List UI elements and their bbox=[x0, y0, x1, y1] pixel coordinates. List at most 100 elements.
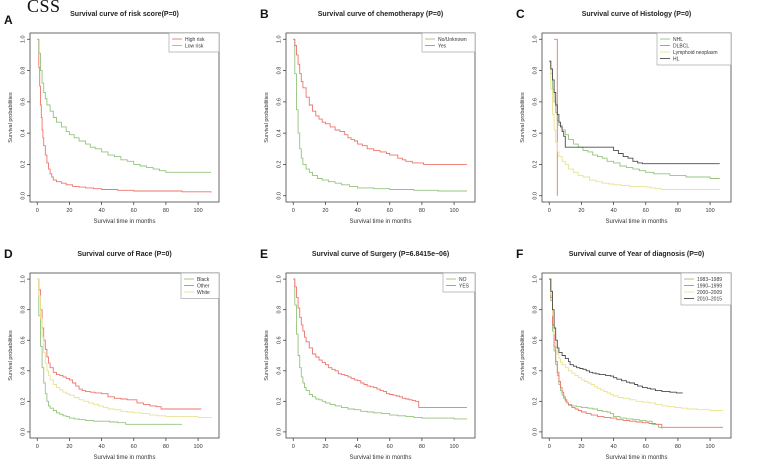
survival-curve-other bbox=[37, 278, 202, 410]
y-tick-label: 0.2 bbox=[277, 398, 283, 406]
legend-label: Black bbox=[197, 277, 210, 283]
y-tick-label: 0.4 bbox=[533, 367, 539, 375]
survival-chart-e: 0 20 40 60 80 100 0.0 0.2 0.4 0.6 0.8 1.0 Survival t… bbox=[256, 240, 512, 476]
y-axis-label: Survival probabilities bbox=[520, 330, 526, 381]
plot-box bbox=[29, 32, 220, 203]
panel-d-race: D Survival curve of Race (P=0) 0 20 40 60 80… bbox=[0, 240, 256, 476]
survival-curve-2000-2009 bbox=[549, 278, 723, 411]
legend-box bbox=[168, 32, 220, 53]
y-axis-label: Survival probabilities bbox=[520, 92, 526, 143]
legend-label: YES bbox=[459, 283, 470, 289]
y-tick-label: 0.2 bbox=[277, 161, 283, 169]
y-tick-label: 0.6 bbox=[277, 98, 283, 106]
x-tick-label: 60 bbox=[131, 444, 137, 450]
y-tick-label: 0.6 bbox=[21, 98, 27, 106]
plot-box bbox=[541, 32, 732, 203]
panel-a-risk-score: A Survival curve of risk score(P=0) 0 20 4… bbox=[0, 0, 256, 240]
panel-letter-c: C bbox=[516, 7, 525, 21]
legend-label: White bbox=[197, 290, 210, 296]
survival-chart-b: 0 20 40 60 80 100 0.0 0.2 0.4 0.6 0.8 1.0 Survival t… bbox=[256, 0, 512, 240]
y-tick-label: 0.2 bbox=[21, 161, 27, 169]
y-tick-label: 0.6 bbox=[21, 336, 27, 344]
y-tick-label: 0.4 bbox=[21, 367, 27, 375]
y-tick-label: 1.0 bbox=[21, 275, 27, 283]
x-tick-label: 20 bbox=[66, 208, 72, 214]
legend-label: Low risk bbox=[185, 43, 204, 49]
survival-chart-f: 0 20 40 60 80 100 0.0 0.2 0.4 0.6 0.8 1.0 Survival t… bbox=[512, 240, 768, 476]
chart-svg: 0 20 40 60 80 100 0.0 0.2 0.4 0.6 0.8 1.0 Survival t… bbox=[8, 32, 220, 225]
y-tick-label: 1.0 bbox=[533, 275, 539, 283]
panel-letter-a: A bbox=[4, 13, 13, 27]
y-tick-label: 1.0 bbox=[21, 35, 27, 43]
survival-curve-high-risk bbox=[37, 38, 212, 193]
x-tick-label: 40 bbox=[611, 208, 617, 214]
x-tick-label: 80 bbox=[675, 208, 681, 214]
survival-curve-dlbcl bbox=[554, 38, 558, 196]
y-tick-label: 0.0 bbox=[277, 192, 283, 200]
x-tick-label: 20 bbox=[322, 444, 328, 450]
plot-box bbox=[285, 32, 476, 203]
y-tick-label: 0.6 bbox=[533, 98, 539, 106]
plot-box bbox=[29, 272, 220, 439]
survival-curve-low-risk bbox=[37, 38, 211, 173]
legend-label: NO bbox=[459, 277, 467, 283]
survival-curve-yes bbox=[293, 38, 467, 165]
x-tick-label: 100 bbox=[193, 208, 202, 214]
chart-svg: 0 20 40 60 80 100 0.0 0.2 0.4 0.6 0.8 1.0 Survival t… bbox=[520, 272, 732, 461]
legend-box bbox=[421, 32, 476, 53]
x-tick-label: 80 bbox=[675, 444, 681, 450]
x-tick-label: 60 bbox=[643, 444, 649, 450]
figure-label: CSS bbox=[27, 0, 61, 16]
y-axis-label: Survival probabilities bbox=[8, 92, 14, 143]
survival-chart-d: 0 20 40 60 80 100 0.0 0.2 0.4 0.6 0.8 1.0 Survival t… bbox=[0, 240, 256, 476]
x-tick-label: 40 bbox=[99, 444, 105, 450]
survival-curve-black bbox=[37, 278, 182, 425]
survival-curve-hl bbox=[549, 60, 720, 165]
y-tick-label: 0.0 bbox=[533, 428, 539, 436]
survival-curve-lymphoid-neoplasm bbox=[549, 62, 720, 190]
x-tick-label: 0 bbox=[36, 444, 39, 450]
y-tick-label: 0.4 bbox=[533, 129, 539, 137]
panel-letter-e: E bbox=[260, 247, 269, 261]
x-tick-label: 60 bbox=[131, 208, 137, 214]
legend-label: Lymphoid neoplasm bbox=[673, 50, 718, 56]
legend-label: 1990–1999 bbox=[697, 283, 722, 289]
x-tick-label: 100 bbox=[193, 444, 202, 450]
x-axis-label: Survival time in months bbox=[93, 455, 155, 461]
chart-svg: 0 20 40 60 80 100 0.0 0.2 0.4 0.6 0.8 1.0 Survival t… bbox=[264, 272, 476, 461]
panel-f-year-of-diagnosis: F Survival curve of Year of diagnosis (P… bbox=[512, 240, 768, 476]
x-axis-label: Survival time in months bbox=[349, 219, 411, 225]
y-tick-label: 1.0 bbox=[277, 35, 283, 43]
y-tick-label: 0.8 bbox=[277, 67, 283, 75]
chart-svg: 0 20 40 60 80 100 0.0 0.2 0.4 0.6 0.8 1.0 Survival t… bbox=[264, 32, 476, 225]
x-tick-label: 80 bbox=[163, 208, 169, 214]
panel-title-c: Survival curve of Histology (P=0) bbox=[581, 11, 692, 18]
x-tick-label: 0 bbox=[292, 208, 295, 214]
legend-label: HL bbox=[673, 56, 680, 62]
x-axis-label: Survival time in months bbox=[605, 219, 667, 225]
x-tick-label: 100 bbox=[449, 208, 458, 214]
panel-title-f: Survival curve of Year of diagnosis (P=0… bbox=[568, 251, 705, 258]
x-tick-label: 80 bbox=[419, 444, 425, 450]
legend-box bbox=[680, 272, 732, 306]
x-tick-label: 0 bbox=[292, 444, 295, 450]
y-axis-label: Survival probabilities bbox=[264, 92, 270, 143]
plot-box bbox=[541, 272, 732, 439]
x-tick-label: 20 bbox=[322, 208, 328, 214]
legend-label: Yes bbox=[438, 43, 447, 49]
x-tick-label: 40 bbox=[355, 208, 361, 214]
survival-curve-1983-1989 bbox=[549, 278, 663, 429]
legend-label: Other bbox=[197, 283, 210, 289]
y-tick-label: 1.0 bbox=[277, 275, 283, 283]
y-tick-label: 0.8 bbox=[277, 306, 283, 314]
survival-curve-no-unknown bbox=[293, 38, 467, 192]
chart-svg: 0 20 40 60 80 100 0.0 0.2 0.4 0.6 0.8 1.0 Survival t… bbox=[520, 32, 732, 225]
x-tick-label: 80 bbox=[419, 208, 425, 214]
x-axis-label: Survival time in months bbox=[93, 219, 155, 225]
panel-letter-f: F bbox=[516, 247, 524, 261]
y-tick-label: 0.0 bbox=[21, 192, 27, 200]
x-tick-label: 0 bbox=[548, 444, 551, 450]
x-axis-label: Survival time in months bbox=[605, 455, 667, 461]
y-tick-label: 0.6 bbox=[277, 336, 283, 344]
